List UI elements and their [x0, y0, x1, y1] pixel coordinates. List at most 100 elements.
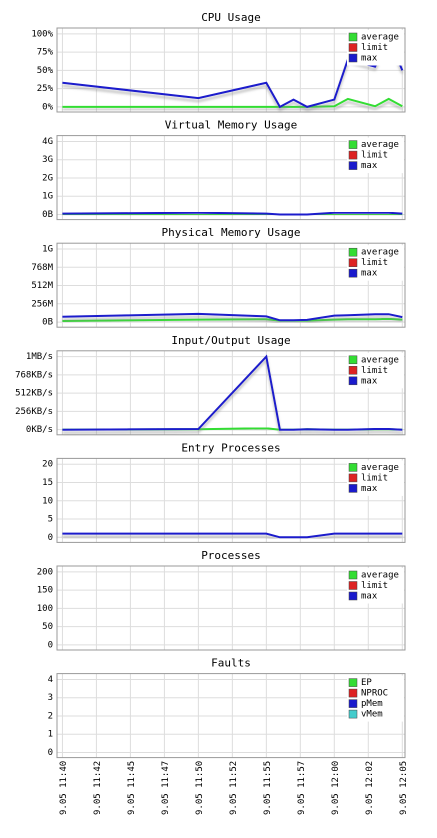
series-line — [62, 312, 403, 322]
legend-label: limit — [361, 43, 388, 53]
y-tick-label: 512KB/s — [15, 389, 53, 399]
y-tick-label: 0% — [42, 102, 53, 112]
y-tick-label: 256M — [31, 299, 53, 309]
y-tick-label: 0KB/s — [26, 425, 53, 435]
plot-frame — [56, 673, 406, 759]
y-tick-label: 768KB/s — [15, 370, 53, 380]
y-tick-label: 0B — [42, 318, 53, 328]
legend-label: vMem — [361, 710, 383, 720]
legend-label: max — [361, 484, 378, 494]
chart-title: CPU Usage — [201, 11, 261, 24]
legend-swatch — [348, 688, 358, 698]
x-tick-label: 9.05 11:55 — [263, 761, 273, 815]
legend-label: max — [361, 161, 378, 171]
legend-label: limit — [361, 581, 388, 591]
y-tick-label: 10 — [42, 496, 53, 506]
y-tick-label: 150 — [37, 586, 53, 596]
y-tick-label: 0 — [48, 748, 53, 758]
chart-title: Faults — [211, 657, 251, 670]
y-tick-label: 256KB/s — [15, 407, 53, 417]
y-tick-label: 5 — [48, 515, 53, 525]
y-tick-label: 1G — [42, 245, 53, 255]
y-tick-label: 50 — [42, 622, 53, 632]
y-tick-label: 2 — [48, 711, 53, 721]
legend-swatch — [348, 591, 358, 601]
legend-swatch — [348, 463, 358, 472]
legend-label: EP — [361, 678, 372, 688]
plot-frame — [56, 135, 406, 221]
legend-label: limit — [361, 151, 388, 161]
y-tick-label: 75% — [37, 48, 54, 58]
legend-swatch — [348, 150, 358, 160]
chart-title: Processes — [201, 549, 261, 562]
y-tick-label: 20 — [42, 460, 53, 470]
legend-swatch — [348, 570, 358, 580]
x-tick-label: 9.05 11:45 — [127, 761, 137, 815]
y-tick-label: 4G — [42, 137, 53, 147]
legend-swatch — [348, 140, 358, 149]
y-tick-label: 3G — [42, 155, 53, 165]
legend-label: max — [361, 269, 378, 279]
legend-swatch — [348, 161, 358, 170]
y-tick-label: 100% — [31, 29, 53, 39]
x-tick-label: 9.05 12:00 — [331, 761, 341, 815]
y-tick-label: 4 — [48, 675, 53, 685]
series-line — [62, 532, 403, 539]
x-tick-label: 9.05 12:05 — [399, 761, 409, 815]
legend-label: limit — [361, 473, 388, 483]
x-tick-label: 9.05 11:57 — [297, 761, 307, 815]
x-tick-label: 9.05 12:02 — [365, 761, 375, 815]
legend-label: average — [361, 355, 399, 365]
legend-swatch — [348, 43, 358, 52]
legend-swatch — [348, 32, 358, 42]
legend-swatch — [348, 268, 358, 278]
y-tick-label: 200 — [37, 567, 53, 577]
legend-label: average — [361, 571, 399, 581]
legend-swatch — [348, 355, 358, 365]
legend-swatch — [348, 366, 358, 375]
y-tick-label: 3 — [48, 693, 53, 703]
legend-swatch — [348, 53, 358, 63]
plot-frame — [56, 350, 406, 436]
x-tick-label: 9.05 11:50 — [195, 761, 205, 815]
plot-frame — [56, 27, 406, 113]
legend-label: NPROC — [361, 689, 388, 699]
legend-swatch — [348, 678, 358, 687]
y-tick-label: 768M — [31, 263, 53, 273]
legend-swatch — [348, 258, 358, 267]
legend-swatch — [348, 709, 358, 719]
y-tick-label: 1G — [42, 192, 53, 202]
chart-title: Physical Memory Usage — [161, 226, 300, 239]
plot-frame — [56, 565, 406, 651]
y-tick-label: 50% — [37, 66, 54, 76]
y-tick-label: 15 — [42, 478, 53, 488]
x-tick-label: 9.05 11:42 — [93, 761, 103, 815]
y-tick-label: 0B — [42, 210, 53, 220]
legend-label: max — [361, 592, 378, 602]
legend-swatch — [348, 484, 358, 493]
chart-title: Input/Output Usage — [171, 334, 290, 347]
legend-swatch — [348, 581, 358, 590]
y-tick-label: 2G — [42, 173, 53, 183]
legend-swatch — [348, 247, 358, 257]
y-tick-label: 100 — [37, 604, 53, 614]
legend-label: average — [361, 140, 399, 150]
chart-title: Entry Processes — [181, 441, 280, 454]
legend-swatch — [348, 473, 358, 483]
legend-swatch — [348, 376, 358, 386]
legend-label: limit — [361, 366, 388, 376]
legend-label: limit — [361, 258, 388, 268]
y-tick-label: 1MB/s — [26, 352, 53, 362]
plot-frame — [56, 242, 406, 328]
legend-label: average — [361, 248, 399, 258]
legend-label: max — [361, 376, 378, 386]
legend-label: max — [361, 54, 378, 64]
series-line — [62, 211, 403, 216]
y-tick-label: 0 — [48, 640, 53, 650]
legend-label: average — [361, 463, 399, 473]
y-tick-label: 512M — [31, 281, 53, 291]
x-tick-label: 9.05 11:47 — [161, 761, 171, 815]
legend-label: average — [361, 33, 399, 43]
y-tick-label: 25% — [37, 84, 54, 94]
